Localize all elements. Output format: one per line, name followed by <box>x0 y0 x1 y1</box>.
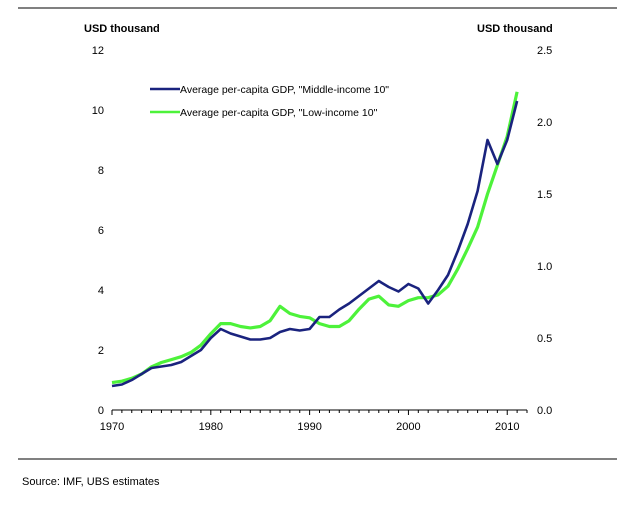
right-axis-tick-labels: 0.0 0.5 1.0 1.5 2.0 2.5 <box>537 45 552 417</box>
legend-label-low-income: Average per-capita GDP, "Low-income 10" <box>180 107 378 119</box>
x-axis-ticks: 1970 1980 1990 2000 2010 <box>100 410 528 433</box>
right-tick-label: 1.0 <box>537 261 552 273</box>
x-tick-label: 1980 <box>199 421 223 433</box>
series-line-middle-income <box>111 100 519 388</box>
left-tick-label: 0 <box>98 405 104 417</box>
x-tick-label: 2010 <box>495 421 519 433</box>
x-tick-label: 1990 <box>297 421 321 433</box>
left-axis-unit: USD thousand <box>84 23 160 35</box>
left-tick-label: 2 <box>98 345 104 357</box>
left-tick-label: 6 <box>98 225 104 237</box>
left-tick-label: 10 <box>92 105 104 117</box>
series-lines <box>111 91 519 388</box>
x-tick-label: 1970 <box>100 421 124 433</box>
right-tick-label: 2.5 <box>537 45 552 57</box>
right-axis-unit: USD thousand <box>477 23 553 35</box>
source-note: Source: IMF, UBS estimates <box>22 476 160 488</box>
right-tick-label: 1.5 <box>537 189 552 201</box>
legend: Average per-capita GDP, "Middle-income 1… <box>150 84 389 119</box>
left-axis-tick-labels: 0 2 4 6 8 10 12 <box>92 45 104 417</box>
x-tick-label: 2000 <box>396 421 420 433</box>
right-tick-label: 2.0 <box>537 117 552 129</box>
right-tick-label: 0.5 <box>537 333 552 345</box>
left-tick-label: 12 <box>92 45 104 57</box>
left-tick-label: 4 <box>98 285 104 297</box>
series-line-low-income <box>111 91 519 385</box>
legend-label-middle-income: Average per-capita GDP, "Middle-income 1… <box>180 84 389 96</box>
right-tick-label: 0.0 <box>537 405 552 417</box>
left-tick-label: 8 <box>98 165 104 177</box>
